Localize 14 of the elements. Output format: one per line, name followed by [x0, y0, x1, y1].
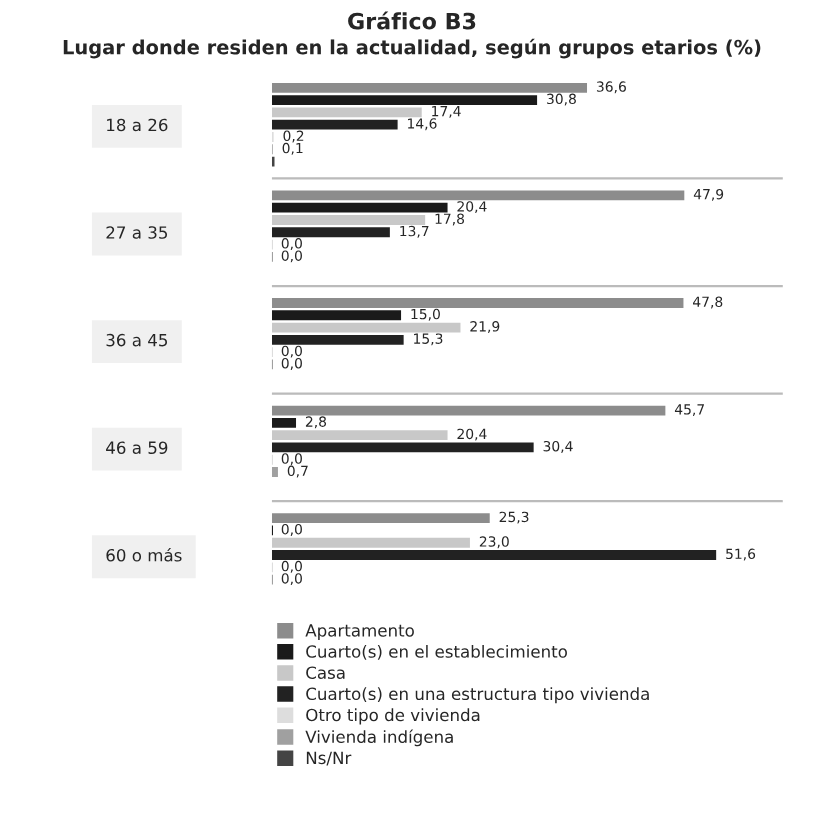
y-tick-label: 18 a 26 — [107, 118, 168, 132]
legend-label: Ns/Nr — [306, 751, 352, 766]
y-tick-label: 27 a 35 — [106, 226, 168, 239]
legend-label: Cuarto(s) en el establecimiento — [306, 644, 567, 660]
legend-label: Cuarto(s) en una estructura tipo vivienda — [306, 687, 649, 704]
y-tick-label: 60 o más — [106, 548, 182, 562]
chart-subtitle: Lugar donde residen en la actualidad, según grupos etarios (%) — [63, 38, 761, 59]
chart-title: Gráfico B3 — [348, 11, 476, 30]
legend-label: Apartamento — [305, 624, 414, 640]
legend-label: Otro tipo de vivienda — [306, 708, 480, 725]
y-tick-label: 46 a 59 — [106, 441, 168, 455]
y-tick-label: 36 a 45 — [106, 333, 168, 347]
legend-label: Vivienda indígena — [305, 729, 453, 747]
legend-label: Casa — [306, 666, 345, 679]
